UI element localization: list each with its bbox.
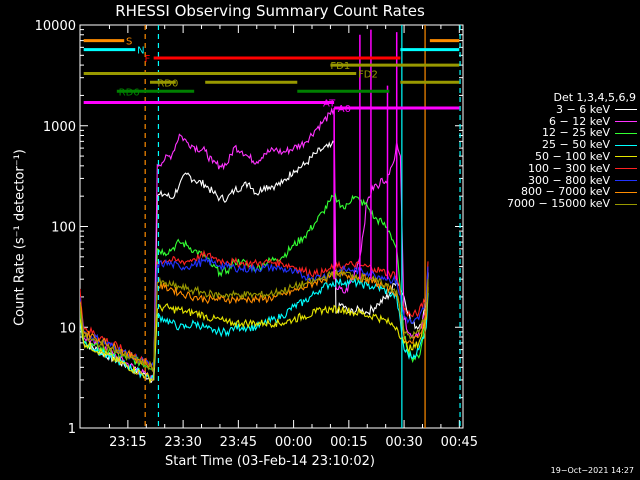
y-tick-label: 100 — [51, 221, 76, 236]
legend-item: 12 − 25 keV — [478, 127, 640, 139]
x-tick-label: 00:45 — [441, 435, 478, 450]
chart-title: RHESSI Observing Summary Count Rates — [115, 2, 425, 20]
series-line — [80, 255, 429, 368]
flag-label: RD0 — [157, 78, 178, 89]
legend-swatch — [615, 203, 637, 205]
legend-item-label: 12 − 25 keV — [542, 126, 610, 140]
x-tick-label: 23:45 — [220, 435, 257, 450]
legend-item-label: 7000 − 15000 keV — [507, 197, 610, 211]
legend-swatch — [615, 168, 637, 170]
flag-label: N — [137, 46, 144, 57]
legend-swatch — [615, 179, 637, 181]
plot-area — [80, 25, 461, 428]
legend-swatch — [615, 109, 637, 111]
flag-label: AT — [323, 99, 336, 110]
legend-item: 100 − 300 keV — [478, 161, 640, 175]
legend-swatch — [615, 120, 637, 122]
legend: Det 1,3,4,5,6,9 3 − 6 keV 6 − 12 keV 12 − … — [478, 92, 640, 210]
legend-item-label: 800 − 7000 keV — [521, 185, 610, 199]
legend-swatch — [615, 132, 637, 134]
x-tick-label: 23:15 — [109, 435, 146, 450]
legend-item: 3 − 6 keV — [478, 102, 640, 116]
legend-item-label: 3 − 6 keV — [556, 102, 610, 116]
series-line — [80, 277, 429, 382]
flag-label: S — [126, 37, 132, 48]
legend-item: 25 − 50 keV — [478, 139, 640, 151]
x-tick-label: 00:00 — [275, 435, 312, 450]
series-line — [80, 140, 429, 384]
timestamp: 19−Oct−2021 14:27 — [550, 466, 634, 475]
legend-item-label: 300 − 800 keV — [528, 173, 610, 187]
x-axis-label: Start Time (03-Feb-14 23:10:02) — [165, 454, 375, 469]
y-tick-label: 10000 — [35, 19, 76, 34]
flag-label: RD6 — [119, 87, 140, 98]
x-tick-label: 00:15 — [330, 435, 367, 450]
legend-swatch — [615, 191, 637, 193]
flag-label: FD2 — [358, 70, 378, 81]
y-tick-label: 1000 — [43, 120, 76, 135]
flag-label: A0 — [338, 104, 351, 115]
flag-label: F — [144, 54, 150, 65]
legend-item-label: 6 − 12 keV — [549, 114, 610, 128]
legend-item: 800 − 7000 keV — [478, 186, 640, 198]
x-tick-label: 23:30 — [164, 435, 201, 450]
legend-item: 50 − 100 keV — [478, 151, 640, 163]
legend-swatch — [615, 144, 637, 146]
legend-item: 300 − 800 keV — [478, 173, 640, 187]
series-line — [80, 270, 429, 373]
series-line — [80, 107, 429, 384]
legend-item-label: 50 − 100 keV — [535, 149, 610, 163]
legend-title: Det 1,3,4,5,6,9 — [553, 91, 636, 104]
flag-label: FD1 — [330, 61, 350, 72]
series-line — [80, 268, 429, 373]
legend-item-label: 100 − 300 keV — [528, 161, 610, 175]
legend-item: 7000 − 15000 keV — [478, 198, 640, 210]
y-tick-label: 10 — [59, 321, 76, 336]
legend-swatch — [615, 156, 637, 158]
y-tick-label: 1 — [68, 422, 76, 437]
legend-item-label: 25 − 50 keV — [542, 138, 610, 152]
series-line — [80, 287, 429, 384]
legend-item: 6 − 12 keV — [478, 114, 640, 128]
x-tick-label: 00:30 — [385, 435, 422, 450]
y-axis-label: Count Rate (s⁻¹ detector⁻¹) — [12, 149, 28, 326]
